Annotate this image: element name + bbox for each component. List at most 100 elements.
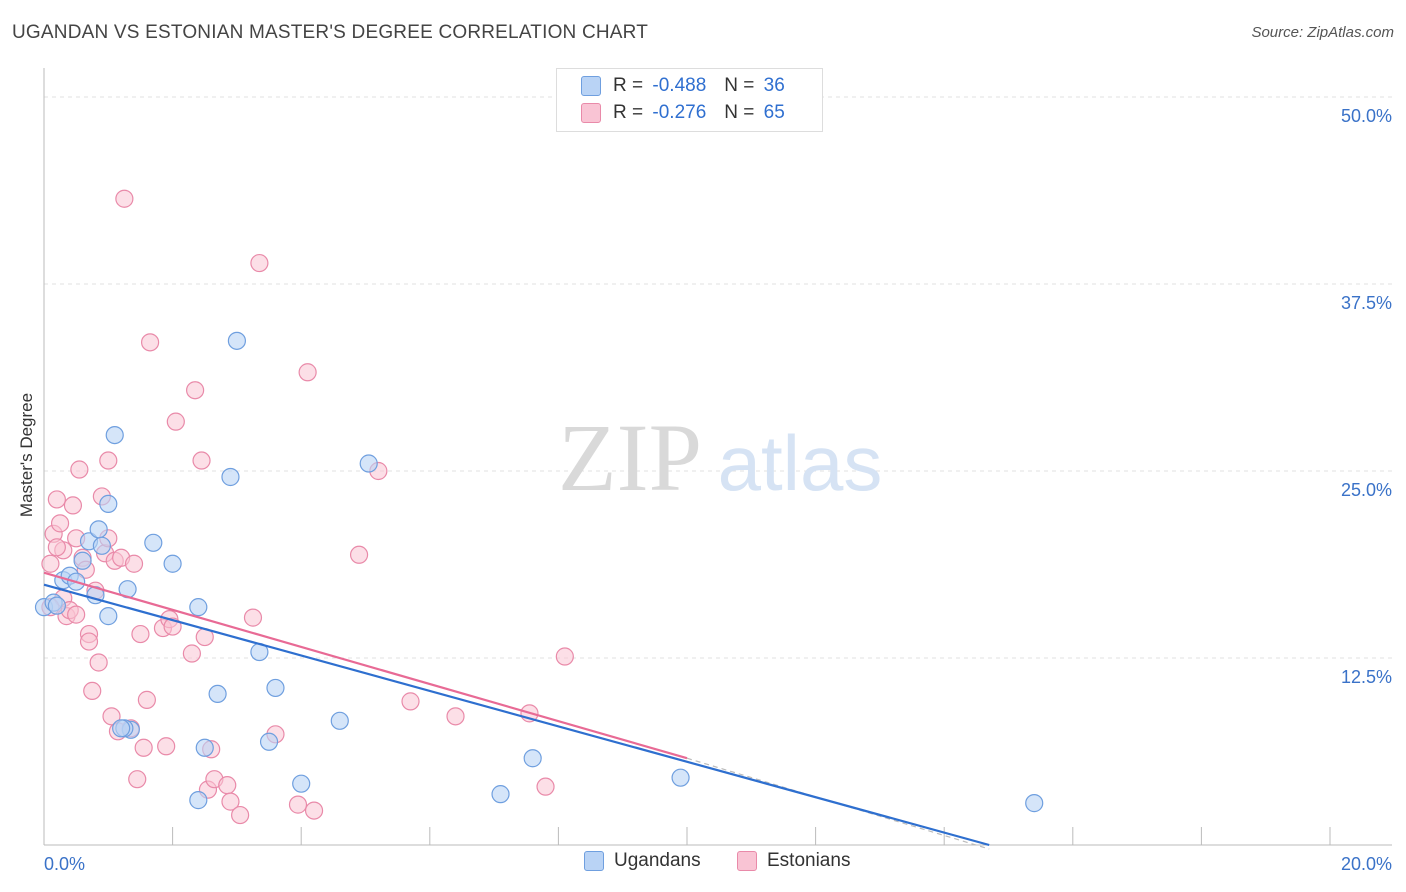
ugandans-swatch (581, 76, 601, 96)
legend-item-ugandans[interactable]: Ugandans (584, 850, 701, 872)
estonian-point (446, 707, 465, 726)
watermark-zip: ZIP (558, 404, 702, 511)
trend-lines (43, 571, 990, 850)
ugandan-point (144, 533, 163, 552)
stats-row-estonians: R = -0.276 N = 65 (581, 101, 785, 125)
watermark-atlas: atlas (718, 419, 883, 507)
watermark: ZIP atlas (558, 404, 882, 511)
x-tick-label-min: 0.0% (44, 854, 85, 874)
stats-row-ugandans: R = -0.488 N = 36 (581, 74, 785, 98)
ugandan-point (1025, 794, 1044, 813)
ugandan-point (221, 467, 240, 487)
legend-item-estonians[interactable]: Estonians (737, 850, 850, 872)
legend-label-estonians: Estonians (767, 850, 851, 871)
ugandan-point (359, 454, 378, 473)
ugandan-point (189, 598, 208, 617)
ugandan-point (92, 536, 111, 555)
estonian-point (221, 792, 240, 811)
x-tick-label-max: 20.0% (1341, 854, 1392, 874)
source-label: Source: ZipAtlas.com (1251, 24, 1394, 41)
ugandan-point (105, 425, 124, 445)
estonian-point (137, 690, 156, 709)
estonian-point (41, 554, 60, 573)
r-value: -0.488 (652, 75, 707, 96)
y-tick-label: 50.0% (1341, 106, 1392, 126)
estonian-point (157, 737, 176, 756)
legend-label-ugandans: Ugandans (614, 850, 701, 871)
ugandan-point (292, 774, 311, 793)
estonian-point (298, 363, 317, 382)
ugandan-point (671, 768, 690, 787)
estonian-point (124, 554, 144, 573)
n-value: 36 (763, 75, 785, 96)
ugandans-legend-swatch (584, 851, 604, 871)
grid-lines (44, 96, 1392, 659)
estonian-point (67, 605, 86, 624)
estonian-point (218, 776, 237, 795)
estonian-point (134, 738, 153, 757)
estonian-point (401, 692, 420, 711)
estonian-point (231, 805, 250, 825)
estonian-point (50, 514, 70, 533)
ugandan-point (208, 684, 227, 704)
ugandan-point (195, 738, 214, 757)
r-label: R = (613, 75, 644, 96)
estonians-legend-swatch (737, 851, 757, 871)
estonian-point (536, 777, 555, 796)
ugandan-point (523, 749, 542, 768)
estonian-point (304, 801, 324, 820)
r-label: R = (613, 102, 644, 123)
chart-title: UGANDAN VS ESTONIAN MASTER'S DEGREE CORR… (12, 22, 649, 43)
estonian-point (128, 770, 147, 789)
ugandan-point (89, 520, 108, 539)
ugandan-point (259, 732, 279, 751)
n-value: 65 (763, 102, 785, 123)
ugandan-trend-line (43, 583, 990, 847)
estonian-point (166, 412, 185, 431)
estonian-point (192, 451, 211, 470)
estonian-point (47, 538, 66, 557)
y-tick-label: 25.0% (1341, 480, 1392, 500)
tick-labels: 12.5% 25.0% 37.5% 50.0% 0.0% 20.0% (44, 106, 1392, 874)
estonian-point (79, 632, 99, 651)
ugandans-points (34, 331, 1044, 813)
ugandan-point (47, 596, 66, 615)
estonian-point (70, 460, 89, 479)
estonian-point (47, 490, 66, 509)
axes (43, 68, 1392, 846)
estonian-point (243, 608, 263, 627)
estonian-point (182, 644, 201, 663)
estonian-point (140, 333, 160, 352)
ugandan-point (227, 331, 246, 350)
n-label: N = (724, 75, 755, 96)
estonian-point (250, 253, 269, 273)
estonian-point (83, 681, 102, 701)
estonian-point (89, 653, 108, 672)
estonian-point (349, 545, 369, 564)
estonian-trend-line (43, 571, 688, 760)
y-tick-label: 12.5% (1341, 667, 1392, 687)
estonian-point (102, 707, 121, 726)
ugandan-point (112, 719, 131, 738)
estonian-point (131, 624, 150, 644)
y-tick-label: 37.5% (1341, 293, 1392, 313)
ugandan-point (99, 494, 118, 514)
estonian-point (288, 795, 308, 814)
ugandan-point (189, 791, 208, 810)
estonian-point (63, 496, 83, 515)
ugandan-point (266, 678, 285, 698)
ugandan-point (99, 607, 118, 626)
n-label: N = (724, 102, 755, 123)
ugandan-point (330, 711, 349, 730)
estonian-point (555, 647, 574, 666)
r-value: -0.276 (652, 102, 707, 123)
ugandan-point (491, 785, 510, 804)
estonians-swatch (581, 103, 601, 123)
ugandan-point (73, 551, 92, 570)
estonian-point (186, 381, 205, 400)
ugandan-point (163, 554, 182, 573)
stats-legend: R = -0.488 N = 36 R = -0.276 N = 65 (556, 68, 823, 132)
estonian-point (99, 451, 118, 470)
estonian-point (115, 189, 134, 208)
